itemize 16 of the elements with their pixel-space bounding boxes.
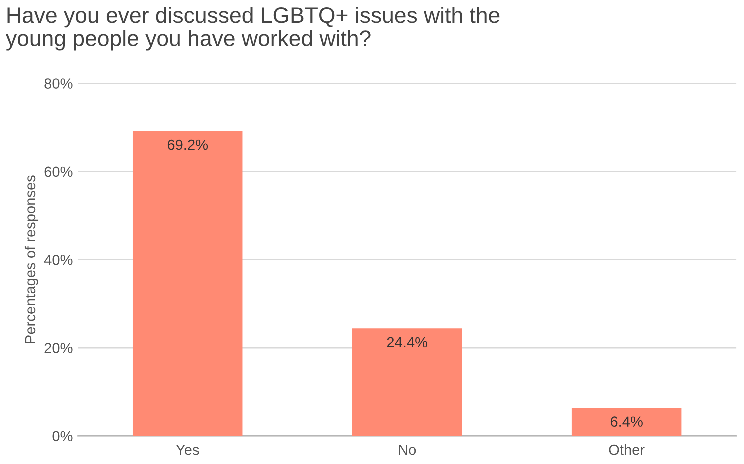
chart-title: Have you ever discussed LGBTQ+ issues with the young people you have worked with? [6,6,500,51]
y-axis-title: Percentages of responses [24,176,39,344]
y-tick-label: 40% [44,254,73,266]
y-tick-label: 20% [44,343,73,354]
x-tick-label: Yes [176,445,200,456]
data-label: 6.4% [610,416,643,427]
data-label: 69.2% [168,140,208,150]
data-label: 24.4% [387,337,428,348]
bar [352,328,462,436]
y-tick-label: 80% [44,78,73,89]
x-tick-label: No [399,445,416,456]
y-tick-label: 0% [52,431,73,442]
y-tick-label: 60% [44,166,73,178]
bar [132,131,243,436]
bar [572,408,682,436]
x-tick-label: Other [609,444,645,456]
